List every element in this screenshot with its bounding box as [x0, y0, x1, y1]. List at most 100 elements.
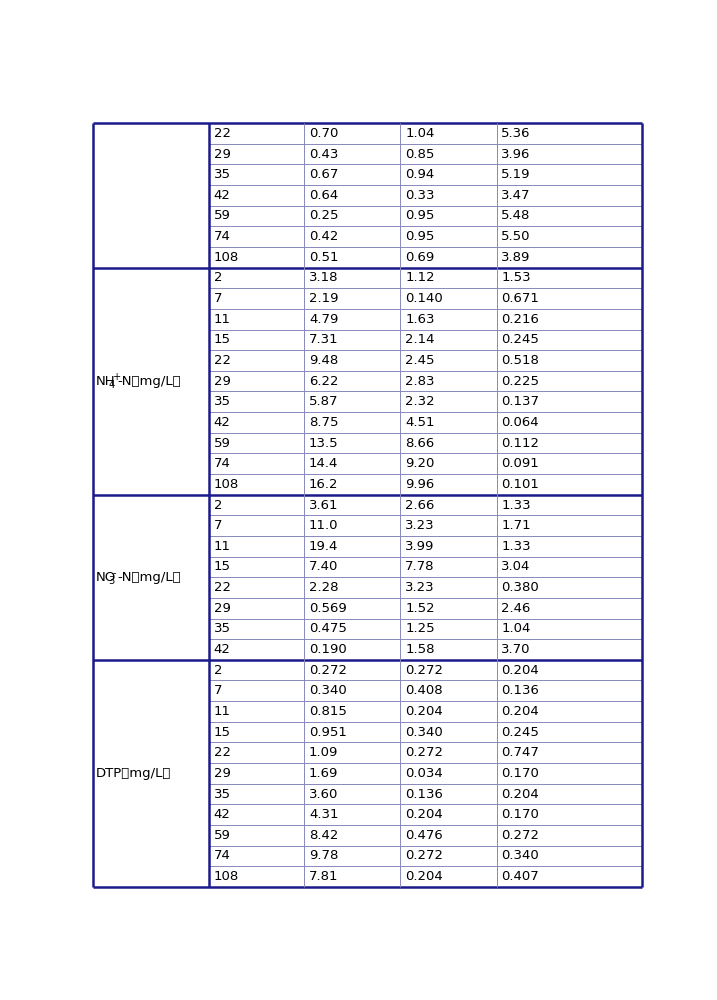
Text: 1.09: 1.09 — [309, 746, 338, 759]
Text: 2.19: 2.19 — [309, 292, 338, 305]
Text: 1.52: 1.52 — [405, 602, 435, 615]
Text: 11: 11 — [214, 705, 231, 718]
Text: 2.46: 2.46 — [501, 602, 531, 615]
Text: 3.04: 3.04 — [501, 560, 531, 573]
Text: 2: 2 — [214, 499, 222, 512]
Text: 7: 7 — [214, 684, 222, 697]
Text: 1.12: 1.12 — [405, 271, 435, 284]
Text: 1.58: 1.58 — [405, 643, 435, 656]
Text: 2: 2 — [214, 664, 222, 677]
Text: -N（mg/L）: -N（mg/L） — [118, 571, 181, 584]
Text: 0.204: 0.204 — [405, 870, 443, 883]
Text: 1.33: 1.33 — [501, 540, 531, 553]
Text: 2.83: 2.83 — [405, 375, 435, 388]
Text: -N（mg/L）: -N（mg/L） — [118, 375, 181, 388]
Text: 8.66: 8.66 — [405, 437, 435, 450]
Text: 15: 15 — [214, 726, 231, 739]
Text: 0.518: 0.518 — [501, 354, 539, 367]
Text: 0.94: 0.94 — [405, 168, 435, 181]
Text: 29: 29 — [214, 148, 231, 161]
Text: 5.50: 5.50 — [501, 230, 531, 243]
Text: 2.28: 2.28 — [309, 581, 338, 594]
Text: 5.36: 5.36 — [501, 127, 531, 140]
Text: 74: 74 — [214, 457, 231, 470]
Text: 7.78: 7.78 — [405, 560, 435, 573]
Text: 3: 3 — [108, 576, 114, 586]
Text: 3.23: 3.23 — [405, 519, 435, 532]
Text: 0.245: 0.245 — [501, 726, 539, 739]
Text: 0.245: 0.245 — [501, 333, 539, 346]
Text: 0.85: 0.85 — [405, 148, 435, 161]
Text: 29: 29 — [214, 767, 231, 780]
Text: 7.81: 7.81 — [309, 870, 338, 883]
Text: 0.42: 0.42 — [309, 230, 338, 243]
Text: 0.70: 0.70 — [309, 127, 338, 140]
Text: +: + — [113, 372, 121, 382]
Text: 3.89: 3.89 — [501, 251, 531, 264]
Text: 7.40: 7.40 — [309, 560, 338, 573]
Text: 0.475: 0.475 — [309, 622, 347, 635]
Text: 4.31: 4.31 — [309, 808, 338, 821]
Text: 15: 15 — [214, 333, 231, 346]
Text: 22: 22 — [214, 127, 231, 140]
Text: 0.225: 0.225 — [501, 375, 539, 388]
Text: 35: 35 — [214, 168, 231, 181]
Text: 1.04: 1.04 — [501, 622, 531, 635]
Text: 9.78: 9.78 — [309, 849, 338, 862]
Text: 22: 22 — [214, 581, 231, 594]
Text: 0.67: 0.67 — [309, 168, 338, 181]
Text: 0.51: 0.51 — [309, 251, 338, 264]
Text: 0.272: 0.272 — [405, 664, 443, 677]
Text: 0.170: 0.170 — [501, 767, 539, 780]
Text: 5.19: 5.19 — [501, 168, 531, 181]
Text: 0.204: 0.204 — [501, 705, 539, 718]
Text: 0.43: 0.43 — [309, 148, 338, 161]
Text: 42: 42 — [214, 808, 231, 821]
Text: NO: NO — [96, 571, 116, 584]
Text: 3.23: 3.23 — [405, 581, 435, 594]
Text: 0.204: 0.204 — [501, 664, 539, 677]
Text: 0.204: 0.204 — [405, 705, 443, 718]
Text: 7.31: 7.31 — [309, 333, 338, 346]
Text: 2.66: 2.66 — [405, 499, 435, 512]
Text: 1.71: 1.71 — [501, 519, 531, 532]
Text: 13.5: 13.5 — [309, 437, 338, 450]
Text: 2.45: 2.45 — [405, 354, 435, 367]
Text: 35: 35 — [214, 788, 231, 801]
Text: 59: 59 — [214, 209, 231, 222]
Text: 5.48: 5.48 — [501, 209, 531, 222]
Text: 3.96: 3.96 — [501, 148, 531, 161]
Text: 8.75: 8.75 — [309, 416, 338, 429]
Text: 0.204: 0.204 — [501, 788, 539, 801]
Text: 3.99: 3.99 — [405, 540, 435, 553]
Text: 2.32: 2.32 — [405, 395, 435, 408]
Text: 0.408: 0.408 — [405, 684, 442, 697]
Text: 74: 74 — [214, 230, 231, 243]
Text: 0.034: 0.034 — [405, 767, 443, 780]
Text: 1.25: 1.25 — [405, 622, 435, 635]
Text: 0.101: 0.101 — [501, 478, 539, 491]
Text: 0.272: 0.272 — [405, 746, 443, 759]
Text: 0.340: 0.340 — [501, 849, 539, 862]
Text: 0.190: 0.190 — [309, 643, 347, 656]
Text: 0.951: 0.951 — [309, 726, 347, 739]
Text: 11: 11 — [214, 540, 231, 553]
Text: 74: 74 — [214, 849, 231, 862]
Text: 3.18: 3.18 — [309, 271, 338, 284]
Text: 0.272: 0.272 — [501, 829, 539, 842]
Text: 0.64: 0.64 — [309, 189, 338, 202]
Text: 22: 22 — [214, 354, 231, 367]
Text: 19.4: 19.4 — [309, 540, 338, 553]
Text: 0.136: 0.136 — [501, 684, 539, 697]
Text: 0.272: 0.272 — [309, 664, 347, 677]
Text: 0.380: 0.380 — [501, 581, 539, 594]
Text: 108: 108 — [214, 478, 239, 491]
Text: 2.14: 2.14 — [405, 333, 435, 346]
Text: 0.112: 0.112 — [501, 437, 539, 450]
Text: 0.671: 0.671 — [501, 292, 539, 305]
Text: 0.170: 0.170 — [501, 808, 539, 821]
Text: 0.69: 0.69 — [405, 251, 435, 264]
Text: 0.064: 0.064 — [501, 416, 539, 429]
Text: 16.2: 16.2 — [309, 478, 338, 491]
Text: 1.04: 1.04 — [405, 127, 435, 140]
